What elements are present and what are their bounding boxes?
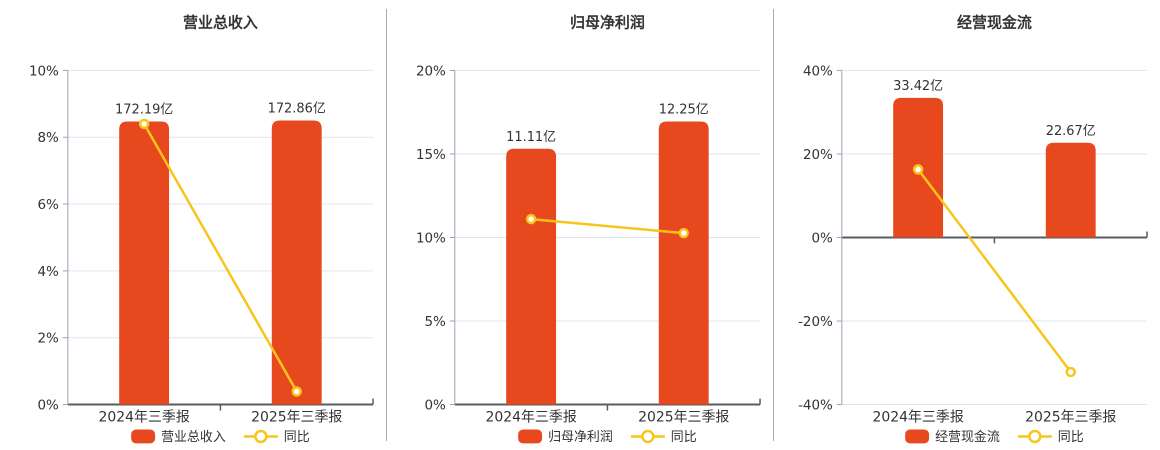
- bar-1[interactable]: [658, 121, 709, 405]
- legend-line-label[interactable]: 同比: [1058, 430, 1084, 445]
- bar-value-label: 11.11亿: [506, 130, 556, 145]
- y-tick-label: 2%: [38, 332, 60, 347]
- category-label: 2024年三季报: [98, 409, 189, 425]
- panel-divider: [773, 9, 774, 441]
- chart-panel-net-profit: 0% 5% 10% 15% 20% 11.11亿 2024年三季报 12.25亿 2025年三季…: [387, 0, 773, 450]
- legend-line-marker-icon[interactable]: [254, 429, 268, 444]
- panel-divider: [386, 9, 387, 441]
- trend-point-1[interactable]: [1065, 366, 1076, 378]
- legend-line-marker-icon[interactable]: [1028, 429, 1042, 444]
- trend-line: [143, 123, 298, 393]
- category-label: 2025年三季报: [251, 409, 342, 425]
- chart-svg-operating-cash-flow: -40% -20% 0% 20% 40% 33.42亿 2024年三季报 22.67亿 2025…: [798, 14, 1148, 445]
- y-tick-label: 8%: [38, 131, 60, 146]
- y-tick-label: 5%: [425, 315, 447, 330]
- y-tick-label: 0%: [425, 399, 447, 414]
- legend-bar-swatch[interactable]: [905, 429, 930, 444]
- legend-bar-swatch[interactable]: [518, 429, 543, 444]
- chart-panel-revenue: 0% 2% 4% 6% 8% 10% 172.19亿 2024年三季报 172.86亿 2025年…: [0, 0, 386, 450]
- trend-line: [917, 168, 1072, 373]
- bar-0[interactable]: [119, 121, 170, 405]
- bar-1[interactable]: [271, 120, 322, 405]
- legend-line-label[interactable]: 同比: [671, 430, 697, 445]
- bar-value-label: 12.25亿: [659, 103, 709, 118]
- y-tick-label: 15%: [416, 148, 446, 163]
- chart-svg-revenue: 0% 2% 4% 6% 8% 10% 172.19亿 2024年三季报 172.86亿 2025年…: [29, 14, 374, 445]
- y-tick-label: 0%: [812, 231, 834, 246]
- bar-value-label: 33.42亿: [893, 79, 943, 94]
- y-tick-label: 20%: [803, 148, 833, 163]
- bar-value-label: 22.67亿: [1046, 124, 1096, 139]
- category-label: 2024年三季报: [485, 409, 576, 425]
- trend-point-0[interactable]: [525, 213, 537, 225]
- y-tick-label: 10%: [416, 231, 446, 246]
- y-tick-label: 20%: [416, 64, 446, 79]
- legend-line-marker-icon[interactable]: [641, 429, 655, 444]
- bar-value-label: 172.86亿: [268, 102, 326, 117]
- chart-svg-net-profit: 0% 5% 10% 15% 20% 11.11亿 2024年三季报 12.25亿 2025年三季…: [416, 14, 761, 445]
- trend-point-0[interactable]: [138, 118, 150, 130]
- bar-value-label: 172.19亿: [115, 103, 173, 118]
- category-label: 2025年三季报: [1025, 409, 1116, 425]
- y-tick-label: 10%: [29, 64, 59, 79]
- y-tick-label: 0%: [38, 399, 60, 414]
- bar-1[interactable]: [1045, 142, 1096, 238]
- legend-bar-label[interactable]: 营业总收入: [161, 430, 226, 445]
- y-tick-label: -40%: [798, 399, 833, 414]
- chart-panel-operating-cash-flow: -40% -20% 0% 20% 40% 33.42亿 2024年三季报 22.67亿 2025…: [774, 0, 1160, 450]
- legend-line-label[interactable]: 同比: [284, 430, 310, 445]
- legend-bar-label[interactable]: 经营现金流: [935, 429, 1000, 445]
- y-tick-label: 40%: [803, 64, 833, 79]
- chart-title: 经营现金流: [957, 14, 1032, 32]
- trend-point-0[interactable]: [912, 164, 924, 175]
- y-tick-label: -20%: [798, 315, 833, 330]
- y-tick-label: 4%: [38, 265, 60, 280]
- legend-bar-swatch[interactable]: [131, 429, 156, 444]
- category-label: 2025年三季报: [638, 409, 729, 425]
- legend-bar-label[interactable]: 归母净利润: [548, 430, 613, 445]
- chart-title: 归母净利润: [570, 14, 645, 32]
- y-tick-label: 6%: [38, 198, 60, 213]
- trend-point-1[interactable]: [678, 227, 689, 239]
- bar-0[interactable]: [506, 148, 557, 405]
- chart-title: 营业总收入: [183, 14, 258, 32]
- trend-point-1[interactable]: [291, 386, 302, 397]
- trend-line: [531, 217, 684, 235]
- category-label: 2024年三季报: [872, 409, 963, 425]
